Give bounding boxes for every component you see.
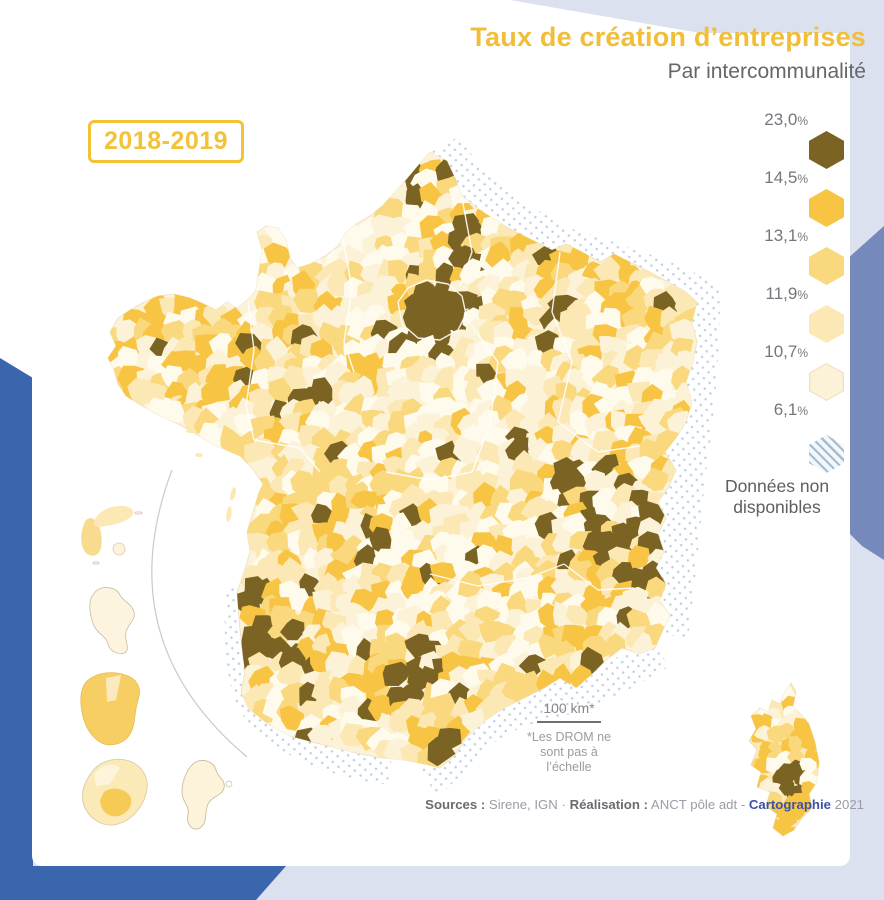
scale-line <box>537 721 601 723</box>
realisation-value: ANCT pôle adt - <box>647 797 749 812</box>
legend-class-hexagon <box>809 363 844 401</box>
cartographie-label: Cartographie <box>748 797 831 812</box>
no-data-line1: Données non <box>724 476 830 496</box>
no-data-label: Données non disponibles <box>692 476 862 518</box>
legend-class-hexagon <box>809 305 844 343</box>
background-medium-blue-shape <box>846 226 884 560</box>
sources-label: Sources : <box>425 797 486 812</box>
legend-class-hexagon <box>809 189 844 227</box>
legend-class-boundary: 14,5% <box>764 168 808 187</box>
scale-label: 100 km* <box>543 700 595 716</box>
no-data-line2: disponibles <box>733 497 821 517</box>
page-title: Taux de création d’entreprises <box>470 22 866 52</box>
legend-class-boundary: 10,7% <box>764 342 808 361</box>
period-badge: 2018-2019 <box>88 120 245 163</box>
legend-class-boundary: 23,0% <box>764 110 808 129</box>
legend: 23,0% 14,5% 13,1% 11,9% 10,7% 6,1% <box>694 111 844 421</box>
legend-class-boundary: 11,9% <box>765 284 809 303</box>
scale-bar: 100 km* *Les DROM ne sont pas à l’échell… <box>524 700 614 775</box>
realisation-label: Réalisation : <box>569 797 648 812</box>
legend-class-boundary: 13,1% <box>764 226 808 245</box>
credits-line: Sources : Sirene, IGN · Réalisation : AN… <box>425 797 864 812</box>
credits-year: 2021 <box>830 797 864 812</box>
page-subtitle: Par intercommunalité <box>667 60 866 83</box>
sources-value: Sirene, IGN <box>485 797 562 812</box>
legend-class-hexagon <box>809 247 844 285</box>
legend-class-hexagon <box>809 131 844 169</box>
scale-note: *Les DROM ne sont pas à l’échelle <box>526 730 612 774</box>
legend-class-boundary: 6,1% <box>773 400 808 419</box>
credits-separator: · <box>561 797 570 812</box>
